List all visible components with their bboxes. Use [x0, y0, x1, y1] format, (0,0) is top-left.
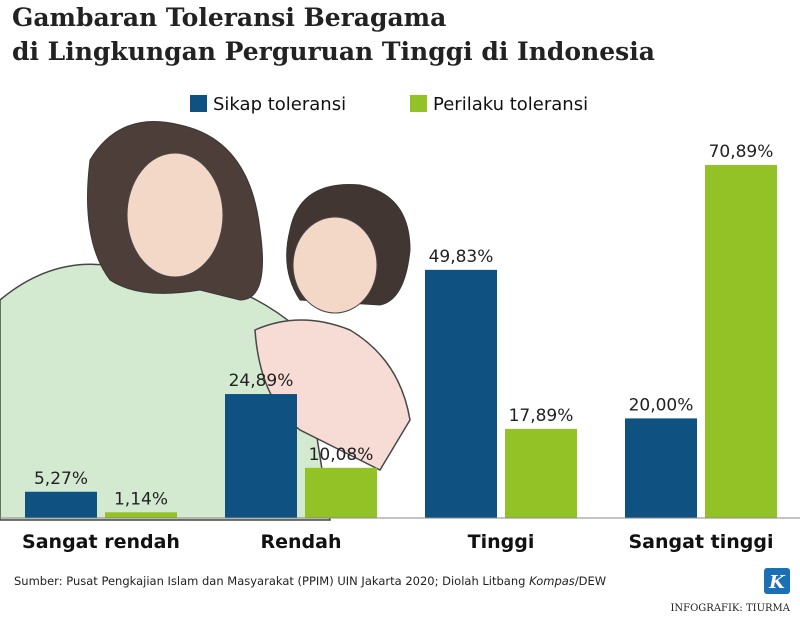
logo: K — [768, 572, 786, 593]
chart-title: di Lingkungan Perguruan Tinggi di Indone… — [12, 37, 655, 66]
x-tick-label: Sangat rendah — [22, 531, 180, 553]
legend-label: Perilaku toleransi — [433, 94, 588, 115]
source-text: Sumber: Pusat Pengkajian Islam dan Masya… — [14, 574, 529, 588]
legend-label: Sikap toleransi — [213, 94, 346, 115]
data-label: 5,27% — [34, 469, 88, 489]
data-label: 49,83% — [429, 247, 494, 267]
data-label: 70,89% — [709, 142, 774, 162]
bar — [25, 491, 97, 518]
plot: Sangat rendah 5,27% 1,14% Rendah 24,89% 10,08… — [22, 142, 777, 553]
data-label: 17,89% — [509, 406, 574, 426]
bar — [105, 512, 177, 518]
data-label: 20,00% — [629, 395, 694, 415]
bar — [225, 394, 297, 518]
bar — [305, 467, 377, 518]
bar — [425, 269, 497, 518]
source-text: Kompas — [529, 574, 575, 588]
x-tick-label: Sangat tinggi — [629, 531, 774, 553]
bar — [705, 164, 777, 518]
chart-title: Gambaran Toleransi Beragama — [12, 3, 446, 32]
legend-swatch — [410, 95, 427, 112]
illustration — [0, 121, 411, 521]
data-label: 1,14% — [114, 489, 168, 509]
bar — [625, 418, 697, 518]
legend-swatch — [190, 95, 207, 112]
logo-box — [764, 568, 790, 594]
source: Sumber: Pusat Pengkajian Islam dan Masya… — [14, 574, 606, 588]
data-label: 24,89% — [229, 371, 294, 391]
source-text: /DEW — [575, 574, 606, 588]
legend: Sikap toleransi Perilaku toleransi — [190, 94, 588, 115]
credit: INFOGRAFIK: TIURMA — [670, 603, 790, 614]
bar — [505, 428, 577, 518]
data-label: 10,08% — [309, 445, 374, 465]
x-tick-label: Rendah — [261, 531, 342, 553]
x-tick-label: Tinggi — [468, 531, 535, 553]
